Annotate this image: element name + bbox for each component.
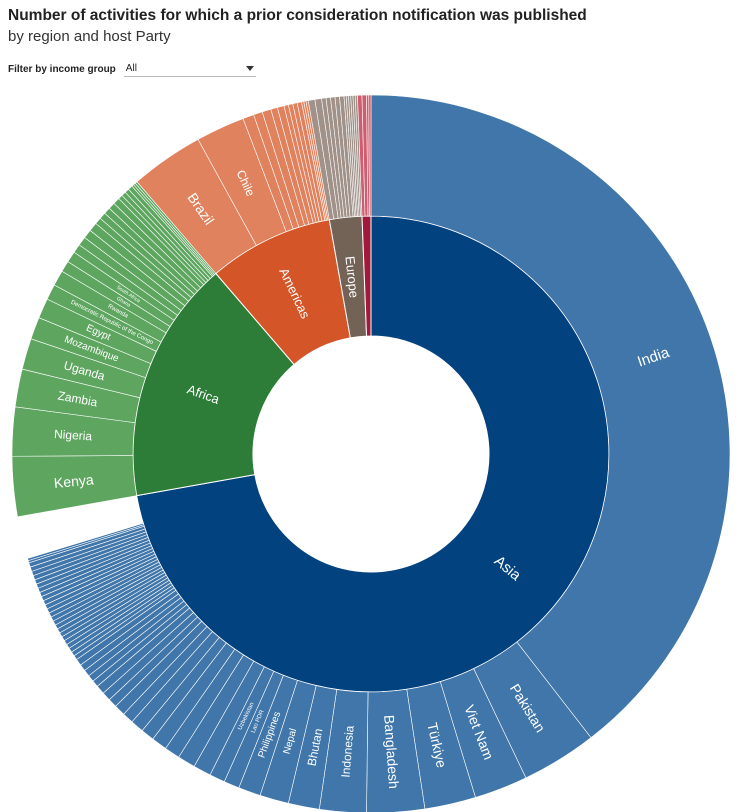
country-slice-asia-52[interactable]: [27, 522, 145, 562]
income-group-select[interactable]: All: [123, 61, 256, 77]
chart-title: Number of activities for which a prior c…: [8, 7, 587, 24]
country-label-nigeria: Nigeria: [54, 427, 93, 443]
country-label-kenya: Kenya: [53, 471, 94, 491]
income-group-filter: Filter by income group All: [8, 60, 256, 78]
filter-selected-value: All: [125, 63, 137, 74]
caret-down-icon: [245, 66, 254, 71]
region-label-europe: Europe: [342, 255, 361, 298]
country-slice-region-4-3[interactable]: [368, 94, 372, 217]
country-slice-india[interactable]: [370, 94, 731, 739]
filter-label: Filter by income group: [8, 63, 116, 75]
country-label-indonesia: Indonesia: [339, 725, 357, 778]
chart-subtitle: by region and host Party: [8, 28, 171, 45]
country-label-bhutan: Bhutan: [305, 727, 326, 767]
country-label-bangladesh: Bangladesh: [381, 714, 402, 789]
